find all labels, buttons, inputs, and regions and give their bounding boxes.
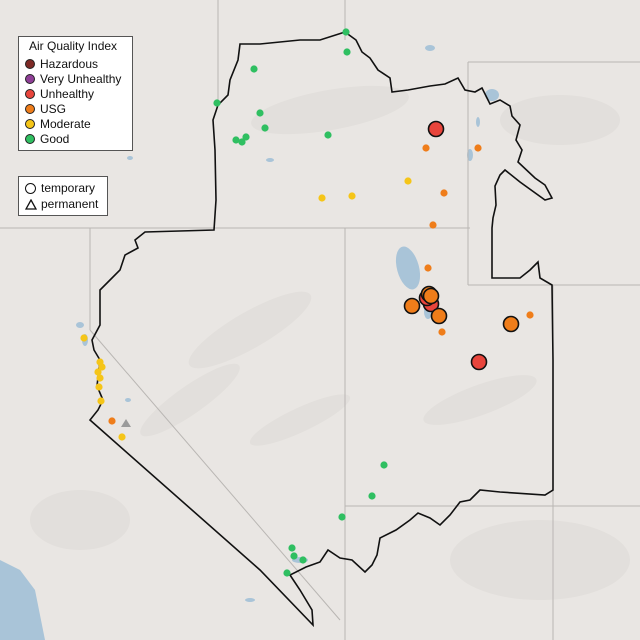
- monitor-marker-moderate-permanent[interactable]: [404, 177, 412, 185]
- monitor-marker-usg-permanent[interactable]: [438, 328, 446, 336]
- lake-west: [76, 322, 84, 328]
- monitor-marker-good-permanent[interactable]: [232, 136, 240, 144]
- monitor-marker-moderate-permanent[interactable]: [348, 192, 356, 200]
- monitor-marker-good-permanent[interactable]: [288, 544, 296, 552]
- good-swatch-icon: [25, 134, 35, 144]
- yellowstone-lake: [485, 89, 499, 101]
- monitor-marker-usg-permanent[interactable]: [440, 189, 448, 197]
- hazardous-swatch-icon: [25, 59, 35, 69]
- mono-lake: [125, 398, 131, 402]
- monitor-marker-usg-permanent[interactable]: [474, 144, 482, 152]
- jackson-lake: [476, 117, 480, 127]
- monitor-marker-good-permanent[interactable]: [324, 131, 332, 139]
- monitor-marker-good-permanent[interactable]: [343, 48, 351, 56]
- monitor-marker-moderate-permanent[interactable]: [96, 374, 104, 382]
- great-salt-lake: [395, 246, 421, 290]
- monitor-marker-usg-temporary[interactable]: [502, 315, 520, 333]
- legend-item-label: USG: [40, 102, 67, 116]
- monitor-marker-moderate-permanent[interactable]: [318, 194, 326, 202]
- monitor-marker-usg-temporary[interactable]: [422, 287, 440, 305]
- monitor-marker-usg-permanent[interactable]: [108, 417, 116, 425]
- monitor-marker-good-permanent[interactable]: [242, 133, 250, 141]
- unhealthy-swatch-icon: [25, 89, 35, 99]
- reservoir-idaho-2: [127, 156, 133, 160]
- monitor-marker-good-permanent[interactable]: [338, 513, 346, 521]
- reservoir-north: [425, 45, 435, 51]
- monitor-marker-permanent-triangle[interactable]: [121, 419, 131, 427]
- legend-item-usg: USG: [25, 102, 66, 116]
- reservoir-idaho: [266, 158, 274, 162]
- monitor-marker-moderate-permanent[interactable]: [94, 368, 102, 376]
- legend-item-unhealthy: Unhealthy: [25, 87, 94, 101]
- monitor-marker-usg-temporary[interactable]: [430, 307, 448, 325]
- monitor-marker-usg-permanent[interactable]: [429, 221, 437, 229]
- terrain-shading: [30, 85, 630, 600]
- legend-item-label: temporary: [41, 181, 96, 195]
- monitor-marker-unhealthy-temporary[interactable]: [470, 353, 488, 371]
- monitor-marker-good-permanent[interactable]: [290, 552, 298, 560]
- monitor-marker-moderate-permanent[interactable]: [95, 383, 103, 391]
- monitor-marker-good-permanent[interactable]: [261, 124, 269, 132]
- triangle-icon: [25, 198, 37, 210]
- reservoir-sw: [245, 598, 255, 602]
- legend-item-label: permanent: [41, 197, 99, 211]
- legend-item-label: Unhealthy: [40, 87, 95, 101]
- ocean: [0, 560, 45, 640]
- monitor-marker-unhealthy-temporary[interactable]: [427, 120, 445, 138]
- monitor-marker-usg-permanent[interactable]: [422, 144, 430, 152]
- usg-swatch-icon: [25, 104, 35, 114]
- monitor-marker-good-permanent[interactable]: [213, 99, 221, 107]
- monitor-marker-usg-permanent[interactable]: [424, 264, 432, 272]
- monitor-marker-good-permanent[interactable]: [342, 28, 350, 36]
- monitor-marker-usg-permanent[interactable]: [526, 311, 534, 319]
- moderate-swatch-icon: [25, 119, 35, 129]
- legend-item-very-unhealthy: Very Unhealthy: [25, 72, 121, 86]
- monitor-marker-moderate-permanent[interactable]: [80, 334, 88, 342]
- monitor-marker-good-permanent[interactable]: [250, 65, 258, 73]
- monitor-marker-moderate-permanent[interactable]: [98, 363, 106, 371]
- legend-title: Air Quality Index: [29, 39, 118, 53]
- monitor-marker-good-permanent[interactable]: [380, 461, 388, 469]
- legend-item-good: Good: [25, 132, 69, 146]
- circle-icon: [25, 182, 36, 194]
- monitor-marker-usg-temporary[interactable]: [403, 297, 421, 315]
- monitor-marker-good-permanent[interactable]: [368, 492, 376, 500]
- legend-item-temporary: temporary: [25, 181, 95, 195]
- monitor-marker-moderate-permanent[interactable]: [97, 397, 105, 405]
- monitor-marker-good-permanent[interactable]: [299, 556, 307, 564]
- very-unhealthy-swatch-icon: [25, 74, 35, 84]
- monitor-type-legend: temporary permanent: [18, 176, 108, 216]
- monitor-marker-good-permanent[interactable]: [283, 569, 291, 577]
- legend-item-permanent: permanent: [25, 197, 98, 211]
- legend-item-label: Hazardous: [40, 57, 99, 71]
- legend-item-label: Good: [40, 132, 70, 146]
- legend-item-label: Moderate: [40, 117, 91, 131]
- monitor-marker-moderate-permanent[interactable]: [118, 433, 126, 441]
- aqi-legend: Air Quality Index Hazardous Very Unhealt…: [18, 36, 133, 151]
- legend-item-label: Very Unhealthy: [40, 72, 122, 86]
- legend-item-moderate: Moderate: [25, 117, 91, 131]
- monitor-marker-good-permanent[interactable]: [238, 138, 246, 146]
- monitor-marker-good-permanent[interactable]: [256, 109, 264, 117]
- region-outline: [88, 31, 554, 628]
- legend-item-hazardous: Hazardous: [25, 57, 98, 71]
